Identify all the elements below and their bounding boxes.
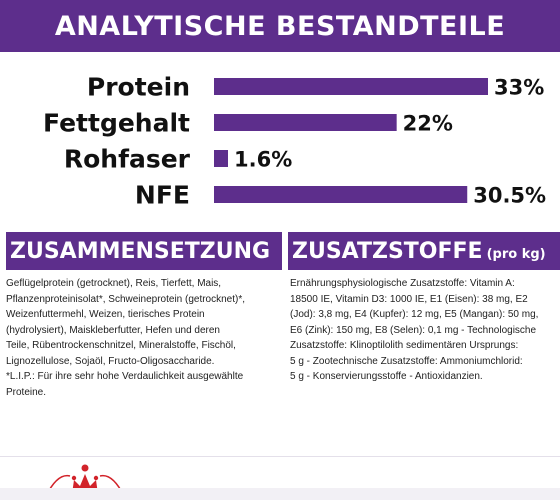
- composition-text: Geflügelprotein (getrocknet), Reis, Tier…: [6, 278, 246, 398]
- analytics-title: ANALYTISCHE BESTANDTEILE: [0, 0, 560, 52]
- additives-text: Ernährungsphysiologische Zusatzstoffe: V…: [290, 278, 539, 382]
- composition-header: ZUSAMMENSETZUNG: [6, 232, 282, 270]
- additives-title: ZUSATZSTOFFE: [292, 238, 483, 264]
- additives-header: ZUSATZSTOFFE (pro kg): [288, 232, 560, 270]
- value-label: 1.6%: [234, 148, 292, 172]
- footer-divider: [0, 456, 560, 457]
- nutrient-bar-chart: Protein 33% Fettgehalt 22% Rohfaser 1.6% NFE 30…: [43, 73, 546, 210]
- category-label: Protein: [87, 73, 190, 102]
- value-label: 33%: [494, 76, 544, 100]
- footer-band: [0, 488, 560, 500]
- additives-title-suffix: (pro kg): [486, 246, 546, 262]
- value-label: 22%: [403, 112, 453, 136]
- bar: [214, 78, 488, 95]
- bar: [214, 150, 228, 167]
- category-label: Fettgehalt: [43, 109, 190, 138]
- category-label: Rohfaser: [64, 145, 191, 174]
- value-label: 30.5%: [473, 184, 546, 208]
- bar: [214, 186, 468, 203]
- bar: [214, 114, 397, 131]
- category-label: NFE: [135, 181, 190, 210]
- composition-title: ZUSAMMENSETZUNG: [10, 238, 271, 264]
